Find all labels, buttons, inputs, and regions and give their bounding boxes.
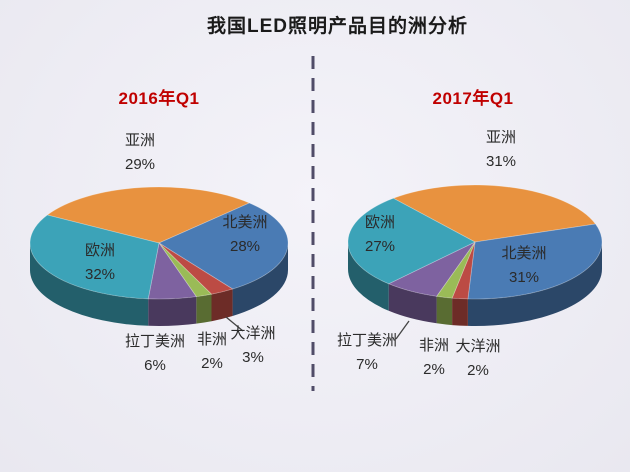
pie-2016-label-africa: 非洲 2% — [181, 330, 243, 374]
pie-2016-slice-asia — [46, 186, 251, 244]
slice-percent: 7% — [356, 356, 378, 373]
pie-2016-slice-africa — [158, 242, 213, 298]
pie-2016-label-europe: 欧洲 32% — [52, 241, 148, 285]
pie-2017-slice-asia — [392, 184, 597, 243]
pie-2016-label-asia: 亚洲 29% — [92, 131, 188, 175]
pie-2016-label-latin-america: 拉丁美洲 6% — [101, 332, 209, 376]
pie-2017-label-europe: 欧洲 27% — [332, 213, 428, 257]
page-title: 我国LED照明产品目的洲分析 — [206, 16, 468, 37]
slice-percent: 6% — [144, 357, 166, 374]
pie-2016-side-europe — [30, 243, 149, 326]
pie-2017-label-latin-america: 拉丁美洲 7% — [313, 331, 421, 375]
pie-2017-leader-line — [395, 320, 410, 340]
pie-2017-slice-oceania — [451, 241, 476, 300]
slice-name: 欧洲 — [84, 242, 115, 259]
pie-2016-side-north-america — [232, 243, 289, 316]
slice-name: 非洲 — [418, 337, 449, 354]
slice-percent: 3% — [242, 349, 264, 366]
slice-percent: 2% — [201, 355, 223, 372]
pie-2017-label-africa: 非洲 2% — [403, 336, 465, 380]
slice-percent: 31% — [508, 269, 540, 286]
pie-2017-side-north-america — [467, 242, 602, 326]
pie-2017-slice-africa — [435, 241, 476, 299]
pie-2016-title: 2016年Q1 — [118, 89, 200, 108]
slice-percent: 31% — [485, 153, 517, 170]
pie-2017-side-europe — [348, 242, 389, 311]
slice-name: 亚洲 — [485, 129, 516, 146]
slice-percent: 2% — [423, 361, 445, 378]
pie-2016-label-north-america: 北美洲 28% — [197, 213, 293, 257]
pie-2017-side-latin-america — [388, 283, 437, 324]
pie-2016-slice-europe — [29, 214, 160, 300]
pie-2016-side-africa — [196, 294, 212, 324]
pie-2016-slice-oceania — [158, 242, 234, 295]
slice-name: 大洋洲 — [230, 325, 276, 342]
pie-2017-side-africa — [436, 296, 453, 326]
slice-percent: 28% — [229, 238, 261, 255]
slice-percent: 32% — [84, 266, 116, 283]
pie-2017-title: 2017年Q1 — [432, 89, 514, 108]
slice-percent: 29% — [124, 156, 156, 173]
slice-name: 北美洲 — [222, 214, 268, 231]
slice-name: 亚洲 — [124, 132, 155, 149]
pie-2017-label-asia: 亚洲 31% — [453, 128, 549, 172]
slice-name: 拉丁美洲 — [124, 333, 185, 350]
slice-percent: 27% — [364, 238, 396, 255]
pie-2017-label-north-america: 北美洲 31% — [476, 244, 572, 288]
pie-2016-label-oceania: 大洋洲 3% — [216, 324, 290, 368]
pie-2017-slice-latin-america — [387, 241, 476, 297]
pie-2016-leader-line — [225, 316, 244, 332]
slice-name: 欧洲 — [364, 214, 395, 231]
slice-percent: 2% — [467, 362, 489, 379]
pie-2016-slice-north-america — [158, 202, 289, 290]
pie-2017-label-oceania: 大洋洲 2% — [441, 337, 515, 381]
slice-name: 拉丁美洲 — [336, 332, 397, 349]
pie-2016-side-oceania — [211, 289, 233, 322]
slice-name: 大洋洲 — [455, 338, 501, 355]
pie-2017-slice-north-america — [467, 223, 603, 300]
slice-name: 非洲 — [196, 331, 227, 348]
pie-2016-side-latin-america — [148, 296, 197, 326]
pie-2017-slice-europe — [347, 197, 476, 285]
slice-name: 北美洲 — [501, 245, 547, 262]
pie-2016-slice-latin-america — [147, 241, 198, 300]
pie-2017-side-oceania — [452, 298, 468, 326]
